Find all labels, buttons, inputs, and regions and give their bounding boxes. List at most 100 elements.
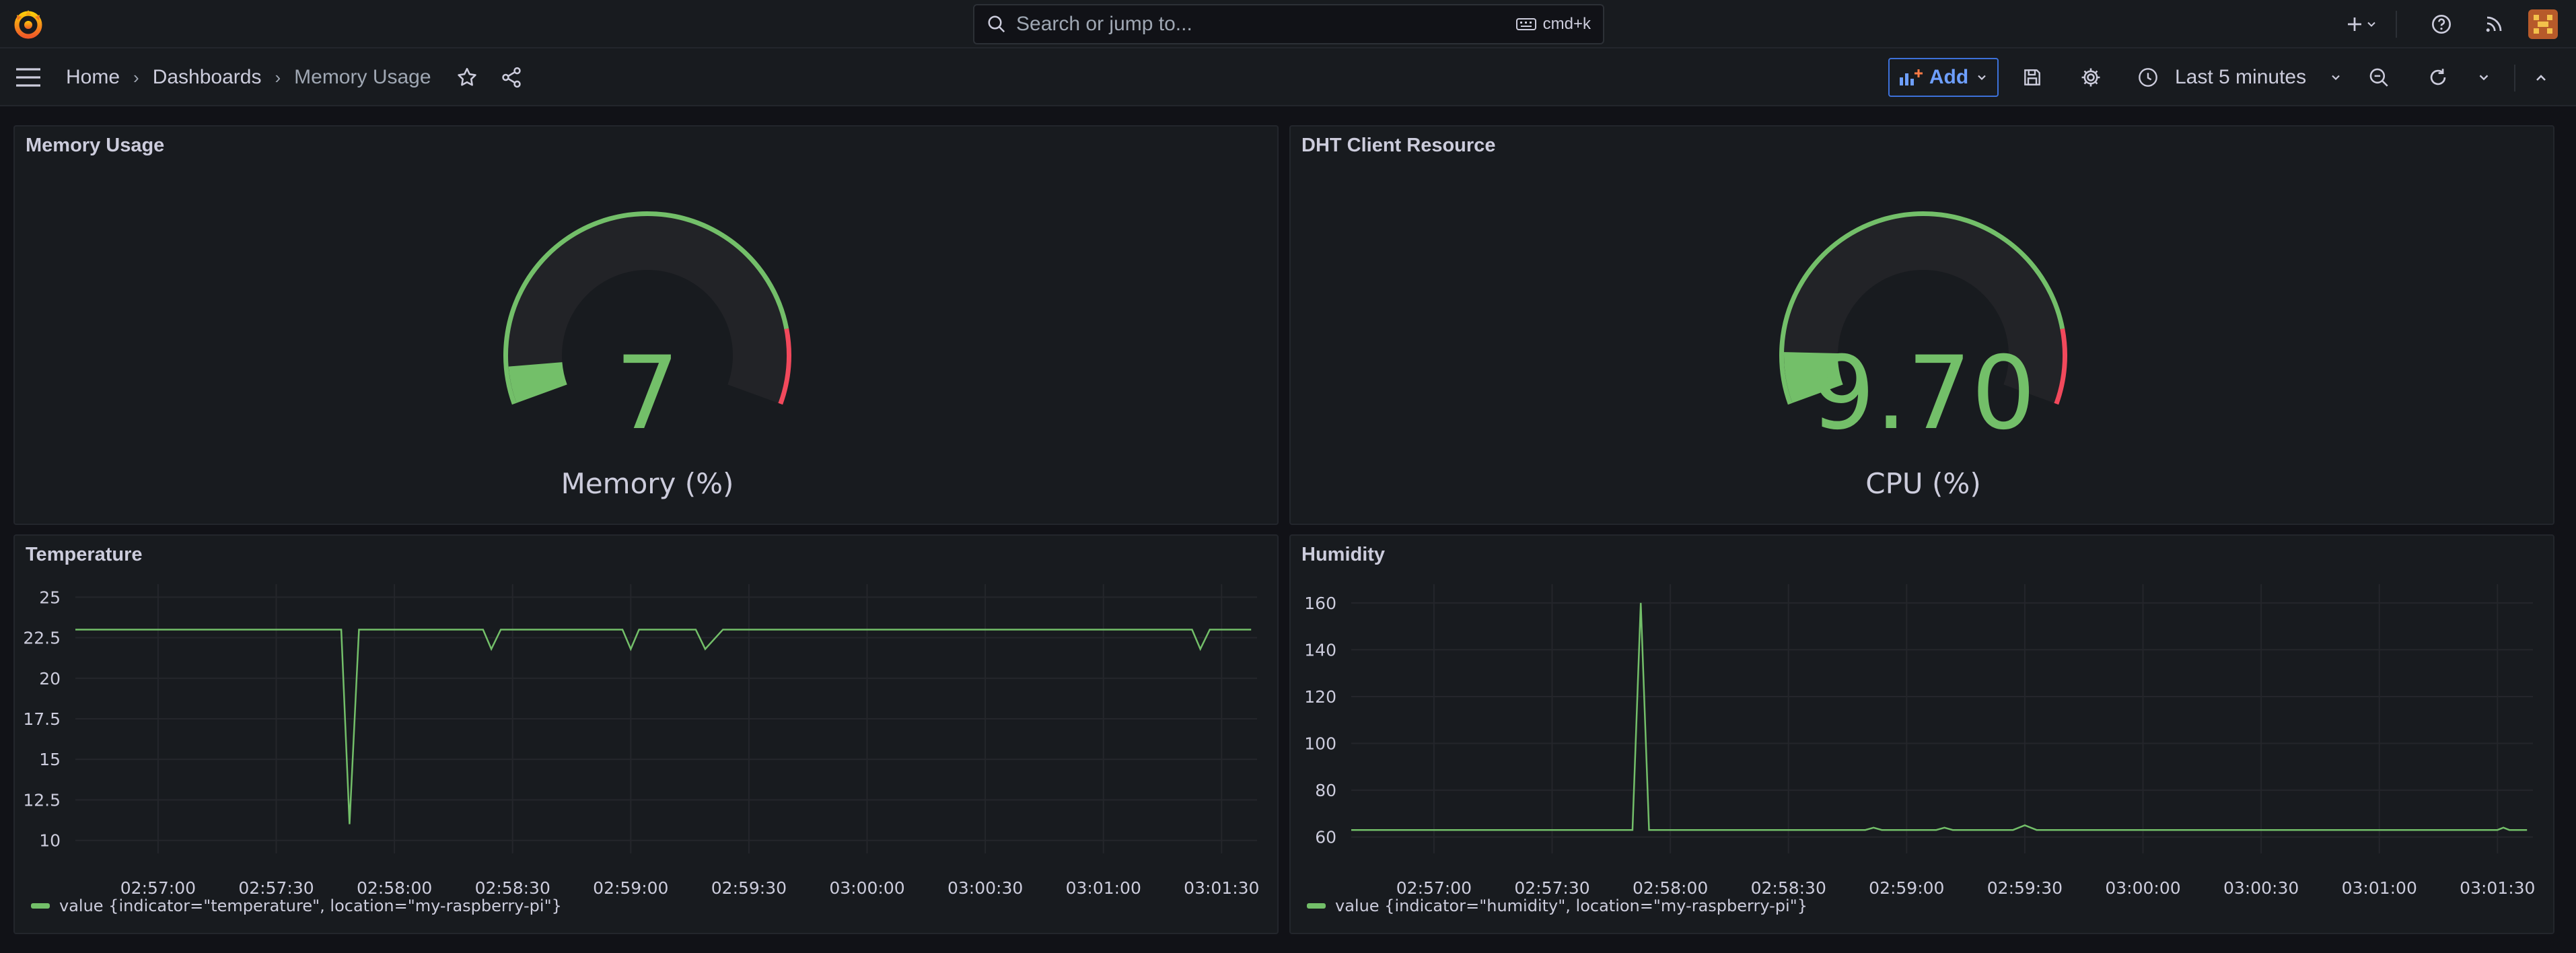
chart-legend[interactable]: value {indicator="temperature", location… bbox=[31, 896, 562, 915]
gauge-track bbox=[1784, 216, 2063, 403]
clock-icon bbox=[2139, 68, 2157, 87]
memory-gauge-label: Memory (%) bbox=[561, 467, 734, 500]
new-menu-button[interactable] bbox=[2345, 0, 2385, 48]
legend-label: value {indicator="temperature", location… bbox=[59, 896, 562, 915]
search-bar[interactable]: Search or jump to... cmd+k bbox=[973, 4, 1604, 44]
x-tick-label: 03:00:30 bbox=[2223, 878, 2299, 898]
breadcrumb-dashboards-link[interactable]: Dashboards bbox=[152, 66, 262, 88]
add-panel-icon bbox=[1899, 69, 1923, 85]
toolbar-divider bbox=[2514, 65, 2515, 92]
keyboard-icon bbox=[1515, 18, 1536, 30]
y-tick-label: 60 bbox=[1315, 828, 1336, 847]
gauge-threshold-red bbox=[2053, 328, 2067, 405]
profile-button[interactable] bbox=[2528, 0, 2559, 48]
series-line bbox=[75, 629, 1252, 824]
series-line bbox=[1351, 602, 2528, 831]
collapse-icon[interactable] bbox=[2533, 70, 2549, 86]
x-tick-label: 03:01:00 bbox=[1066, 878, 1141, 898]
help-button[interactable] bbox=[2428, 0, 2455, 48]
cpu-gauge bbox=[1779, 211, 2067, 405]
chevron-down-icon bbox=[1978, 75, 1986, 81]
gear-icon[interactable] bbox=[2079, 66, 2102, 89]
refresh-interval-chevron-icon[interactable] bbox=[2476, 70, 2491, 85]
x-tick-label: 02:57:30 bbox=[1514, 878, 1589, 898]
y-tick-label: 10 bbox=[39, 831, 61, 851]
add-button[interactable]: Add bbox=[1888, 58, 1999, 97]
keyboard-shortcut-hint: cmd+k bbox=[1515, 15, 1591, 34]
search-icon bbox=[988, 15, 1005, 33]
top-bar: Search or jump to... cmd+k bbox=[0, 0, 2576, 48]
breadcrumb-separator-icon: › bbox=[133, 67, 139, 87]
add-button-label: Add bbox=[1929, 66, 1969, 88]
chevron-down-icon bbox=[2332, 75, 2340, 81]
chart-legend[interactable]: value {indicator="humidity", location="m… bbox=[1307, 896, 1808, 915]
temperature-chart: 25 22.5 20 17.5 15 12.5 10 02:57:00 02:57:30 02:5… bbox=[23, 584, 1259, 898]
panel-title: DHT Client Resource bbox=[1301, 135, 1496, 156]
x-tick-label: 02:57:00 bbox=[120, 878, 196, 898]
y-tick-label: 100 bbox=[1304, 734, 1336, 754]
plus-icon bbox=[2348, 17, 2361, 31]
time-range-label: Last 5 minutes bbox=[2175, 66, 2307, 88]
x-tick-label: 03:00:30 bbox=[947, 878, 1023, 898]
panel-title: Temperature bbox=[26, 544, 143, 565]
panel-humidity[interactable]: Humidity 160 140 120 100 80 60 02:57:00 02:57:3… bbox=[1289, 534, 2554, 934]
avatar bbox=[2528, 9, 2558, 39]
y-tick-label: 17.5 bbox=[23, 709, 61, 729]
cpu-gauge-value: 9.70 bbox=[1811, 335, 2036, 452]
help-icon bbox=[2432, 15, 2451, 34]
y-tick-label: 120 bbox=[1304, 687, 1336, 707]
gauge-fill bbox=[508, 361, 567, 403]
y-tick-label: 160 bbox=[1304, 594, 1336, 613]
x-tick-label: 03:00:00 bbox=[2105, 878, 2180, 898]
share-icon[interactable] bbox=[500, 66, 523, 89]
breadcrumb: Home › Dashboards › Memory Usage bbox=[66, 48, 523, 106]
x-tick-label: 03:01:30 bbox=[2460, 878, 2535, 898]
rss-icon bbox=[2486, 16, 2502, 32]
x-tick-label: 03:01:30 bbox=[1184, 878, 1259, 898]
x-tick-label: 03:01:00 bbox=[2342, 878, 2417, 898]
x-tick-label: 02:57:00 bbox=[1396, 878, 1472, 898]
legend-swatch bbox=[31, 903, 50, 909]
panel-dht-client-resource[interactable]: DHT Client Resource 9.70 CPU (%) bbox=[1289, 125, 2554, 525]
x-tick-label: 02:58:30 bbox=[475, 878, 550, 898]
save-icon[interactable] bbox=[2022, 67, 2043, 88]
legend-label: value {indicator="humidity", location="m… bbox=[1335, 896, 1808, 915]
x-tick-label: 02:59:00 bbox=[1869, 878, 1944, 898]
gauge-threshold-green bbox=[503, 211, 789, 405]
gauge-fill bbox=[1784, 352, 1844, 403]
dashboard-nav-bar bbox=[0, 48, 2576, 106]
search-input[interactable]: Search or jump to... bbox=[1016, 13, 1192, 35]
y-tick-label: 22.5 bbox=[23, 629, 61, 648]
breadcrumb-current: Memory Usage bbox=[294, 66, 431, 88]
gauge-track bbox=[508, 216, 787, 403]
x-tick-label: 02:58:30 bbox=[1751, 878, 1826, 898]
gauge-threshold-red bbox=[777, 328, 791, 405]
x-tick-label: 02:59:30 bbox=[1987, 878, 2063, 898]
star-icon[interactable] bbox=[456, 66, 478, 89]
panel-memory-usage[interactable]: Memory Usage 7 Memory (%) bbox=[13, 125, 1279, 525]
y-tick-label: 12.5 bbox=[23, 790, 61, 810]
chevron-down-icon bbox=[2367, 22, 2375, 27]
memory-gauge bbox=[503, 211, 791, 405]
humidity-chart: 160 140 120 100 80 60 02:57:00 02:57:30 02:58:00… bbox=[1304, 584, 2535, 898]
news-button[interactable] bbox=[2480, 0, 2507, 48]
x-tick-label: 02:57:30 bbox=[238, 878, 314, 898]
zoom-out-icon[interactable] bbox=[2367, 66, 2390, 89]
grafana-logo-icon[interactable] bbox=[12, 8, 44, 40]
breadcrumb-separator-icon: › bbox=[275, 67, 281, 87]
menu-icon[interactable] bbox=[15, 66, 42, 89]
gauge-threshold-green bbox=[1779, 211, 2065, 405]
y-tick-label: 140 bbox=[1304, 640, 1336, 660]
cpu-gauge-label: CPU (%) bbox=[1865, 467, 1981, 500]
shortcut-label: cmd+k bbox=[1542, 15, 1591, 33]
x-tick-label: 02:58:00 bbox=[357, 878, 432, 898]
y-tick-label: 80 bbox=[1315, 781, 1336, 800]
y-tick-label: 20 bbox=[39, 669, 61, 689]
refresh-icon[interactable] bbox=[2427, 66, 2449, 89]
time-range-picker[interactable]: Last 5 minutes bbox=[2137, 58, 2342, 97]
panel-title: Humidity bbox=[1301, 544, 1386, 565]
x-tick-label: 02:58:00 bbox=[1633, 878, 1708, 898]
breadcrumb-home-link[interactable]: Home bbox=[66, 66, 120, 88]
panel-temperature[interactable]: Temperature 25 22.5 20 17.5 15 12.5 10 02:57:00… bbox=[13, 534, 1279, 934]
x-tick-label: 02:59:00 bbox=[593, 878, 668, 898]
